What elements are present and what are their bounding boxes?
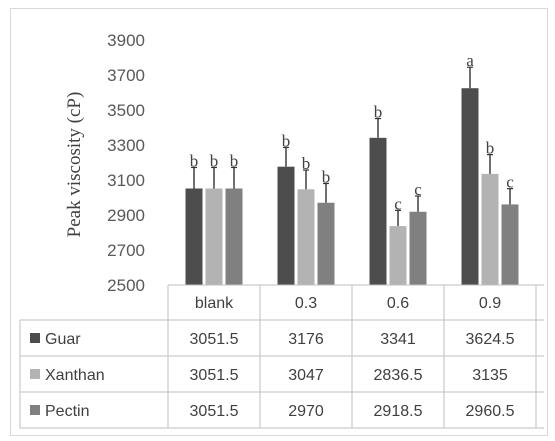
data-label: 3051.5 [190,331,239,348]
y-tick-label: 3500 [107,101,145,120]
significance-letter: b [230,151,239,170]
significance-letter: b [210,151,219,170]
legend-key [30,405,40,415]
data-label: 3051.5 [190,403,239,420]
data-label: 3135 [472,367,508,384]
legend-label: Pectin [45,403,89,420]
bar [225,188,243,285]
bar [297,189,315,285]
bar [317,202,335,285]
category-label: 0.6 [387,295,409,312]
data-label: 3051.5 [190,367,239,384]
bar [277,166,295,285]
y-axis-label: Peak viscosity (cP) [64,92,85,238]
data-label: 3047 [288,367,324,384]
significance-letter: b [190,151,199,170]
data-label: 2960.5 [466,403,515,420]
significance-letter: b [486,139,495,158]
y-tick-label: 2700 [107,241,145,260]
y-tick-label: 3900 [107,31,145,50]
data-label: 3341 [380,331,416,348]
y-tick-label: 2900 [107,206,145,225]
significance-letter: b [302,154,311,173]
significance-letter: a [466,51,474,70]
significance-letter: b [282,131,291,150]
significance-letter: c [394,194,402,213]
data-label: 2836.5 [374,367,423,384]
category-label: 0.3 [295,295,317,312]
legend-key [30,369,40,379]
y-tick-label: 3100 [107,171,145,190]
significance-letter: b [374,103,383,122]
bar [389,226,407,285]
bar [369,137,387,285]
bar [205,188,223,285]
y-tick-label: 2500 [107,276,145,295]
significance-letter: c [506,173,514,192]
bar [185,188,203,285]
legend-label: Guar [45,331,81,348]
data-label: 2918.5 [374,403,423,420]
data-label: 3624.5 [466,331,515,348]
data-label: 2970 [288,403,324,420]
bar [409,211,427,285]
bar [501,204,519,285]
category-label: 0.9 [479,295,501,312]
legend-key [30,333,40,343]
bar [481,173,499,285]
data-label: 3176 [288,331,324,348]
y-tick-label: 3300 [107,136,145,155]
legend-label: Xanthan [45,367,105,384]
significance-letter: c [414,180,422,199]
y-tick-label: 3700 [107,66,145,85]
significance-letter: b [322,168,331,187]
category-label: blank [195,295,234,312]
bar [461,88,479,286]
